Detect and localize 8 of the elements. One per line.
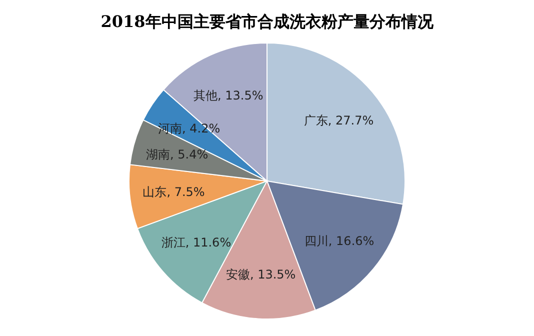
slice-label: 安徽, 13.5% (226, 268, 296, 282)
slice-label: 湖南, 5.4% (146, 147, 208, 162)
chart-title: 2018年中国主要省市合成洗衣粉产量分布情况 (100, 11, 434, 33)
slice-label: 四川, 16.6% (304, 234, 374, 248)
slice-label: 浙江, 11.6% (161, 236, 232, 250)
slice-label: 广东, 27.7% (304, 114, 374, 128)
slice-label: 山东, 7.5% (142, 184, 205, 199)
slice-label: 其他, 13.5% (194, 88, 264, 102)
